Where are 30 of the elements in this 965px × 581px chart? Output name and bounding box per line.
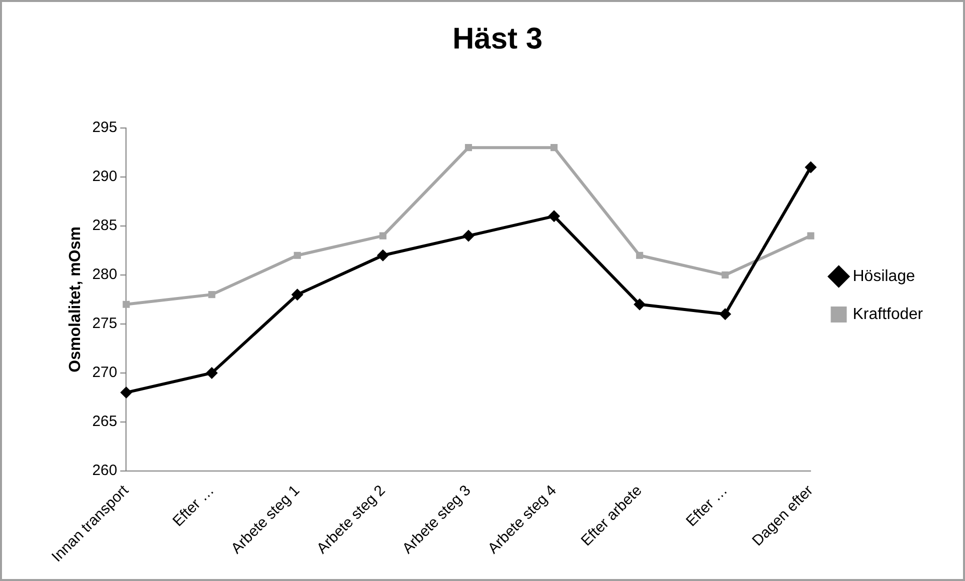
y-tick-label: 280 bbox=[92, 266, 118, 284]
point bbox=[122, 300, 130, 308]
y-axis-title: Osmolalitet, mOsm bbox=[67, 226, 84, 372]
point bbox=[722, 271, 729, 279]
point bbox=[208, 291, 216, 298]
point bbox=[719, 308, 732, 320]
y-tick-label: 265 bbox=[92, 413, 118, 430]
y-tick-label: 275 bbox=[92, 315, 118, 332]
point bbox=[120, 386, 132, 399]
point bbox=[804, 161, 817, 174]
point bbox=[294, 252, 301, 259]
point bbox=[376, 249, 389, 262]
point bbox=[206, 366, 218, 379]
point bbox=[550, 144, 558, 152]
chart-title: Häst 3 bbox=[452, 22, 543, 56]
point bbox=[634, 298, 646, 310]
y-tick-label: 285 bbox=[92, 217, 118, 234]
point bbox=[807, 232, 814, 240]
y-tick-label: 295 bbox=[92, 119, 118, 136]
y-tick-label: 270 bbox=[92, 364, 118, 382]
point bbox=[636, 252, 644, 259]
legend-label: Hösilage bbox=[852, 268, 916, 285]
legend-label: Kraftfoder bbox=[852, 306, 924, 323]
point bbox=[548, 210, 560, 222]
y-tick-label: 260 bbox=[92, 462, 118, 480]
point bbox=[462, 230, 474, 242]
point bbox=[379, 232, 386, 240]
y-tick-label: 290 bbox=[92, 168, 118, 186]
point bbox=[464, 144, 472, 152]
point bbox=[291, 288, 304, 301]
